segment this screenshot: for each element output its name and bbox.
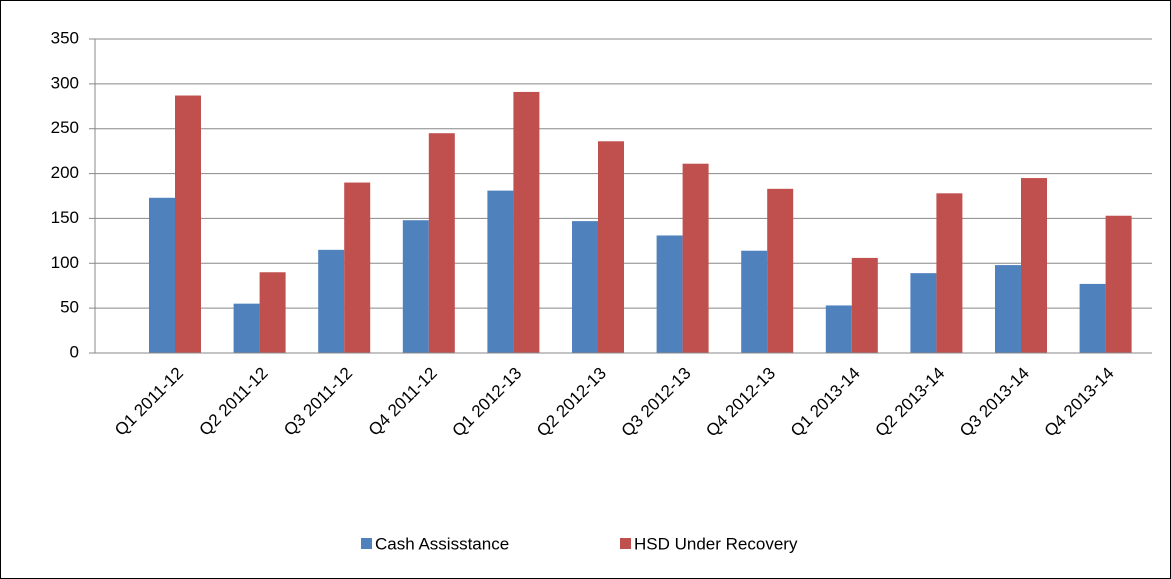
bar bbox=[656, 235, 683, 353]
bar bbox=[1105, 215, 1132, 353]
bar bbox=[572, 221, 598, 353]
bar bbox=[344, 182, 371, 353]
bar bbox=[936, 193, 963, 353]
bar bbox=[741, 250, 768, 353]
y-tick-label: 100 bbox=[51, 253, 79, 272]
bar bbox=[318, 249, 345, 353]
bar bbox=[1021, 178, 1047, 353]
legend-label: HSD Under Recovery bbox=[634, 534, 798, 553]
bar bbox=[825, 305, 852, 353]
bar bbox=[487, 190, 514, 353]
bar bbox=[682, 163, 709, 353]
y-tick-label: 250 bbox=[51, 118, 79, 137]
legend-swatch bbox=[361, 538, 372, 549]
legend-swatch bbox=[620, 538, 631, 549]
bar bbox=[233, 303, 260, 353]
legend-label: Cash Assisstance bbox=[375, 534, 509, 553]
bar bbox=[851, 257, 878, 353]
bar bbox=[149, 197, 175, 353]
bar bbox=[767, 188, 794, 353]
y-tick-label: 0 bbox=[70, 342, 79, 361]
bar bbox=[259, 272, 286, 353]
bar bbox=[995, 265, 1021, 353]
bar bbox=[175, 95, 201, 354]
y-tick-label: 200 bbox=[51, 163, 79, 182]
y-tick-label: 50 bbox=[60, 298, 79, 317]
bar bbox=[513, 91, 540, 353]
bar bbox=[1079, 283, 1106, 353]
bar bbox=[598, 141, 624, 353]
y-tick-label: 350 bbox=[51, 28, 79, 47]
y-tick-label: 150 bbox=[51, 208, 79, 227]
y-tick-label: 300 bbox=[51, 73, 79, 92]
bar bbox=[428, 133, 455, 353]
bar bbox=[910, 273, 937, 353]
bar bbox=[402, 220, 429, 353]
